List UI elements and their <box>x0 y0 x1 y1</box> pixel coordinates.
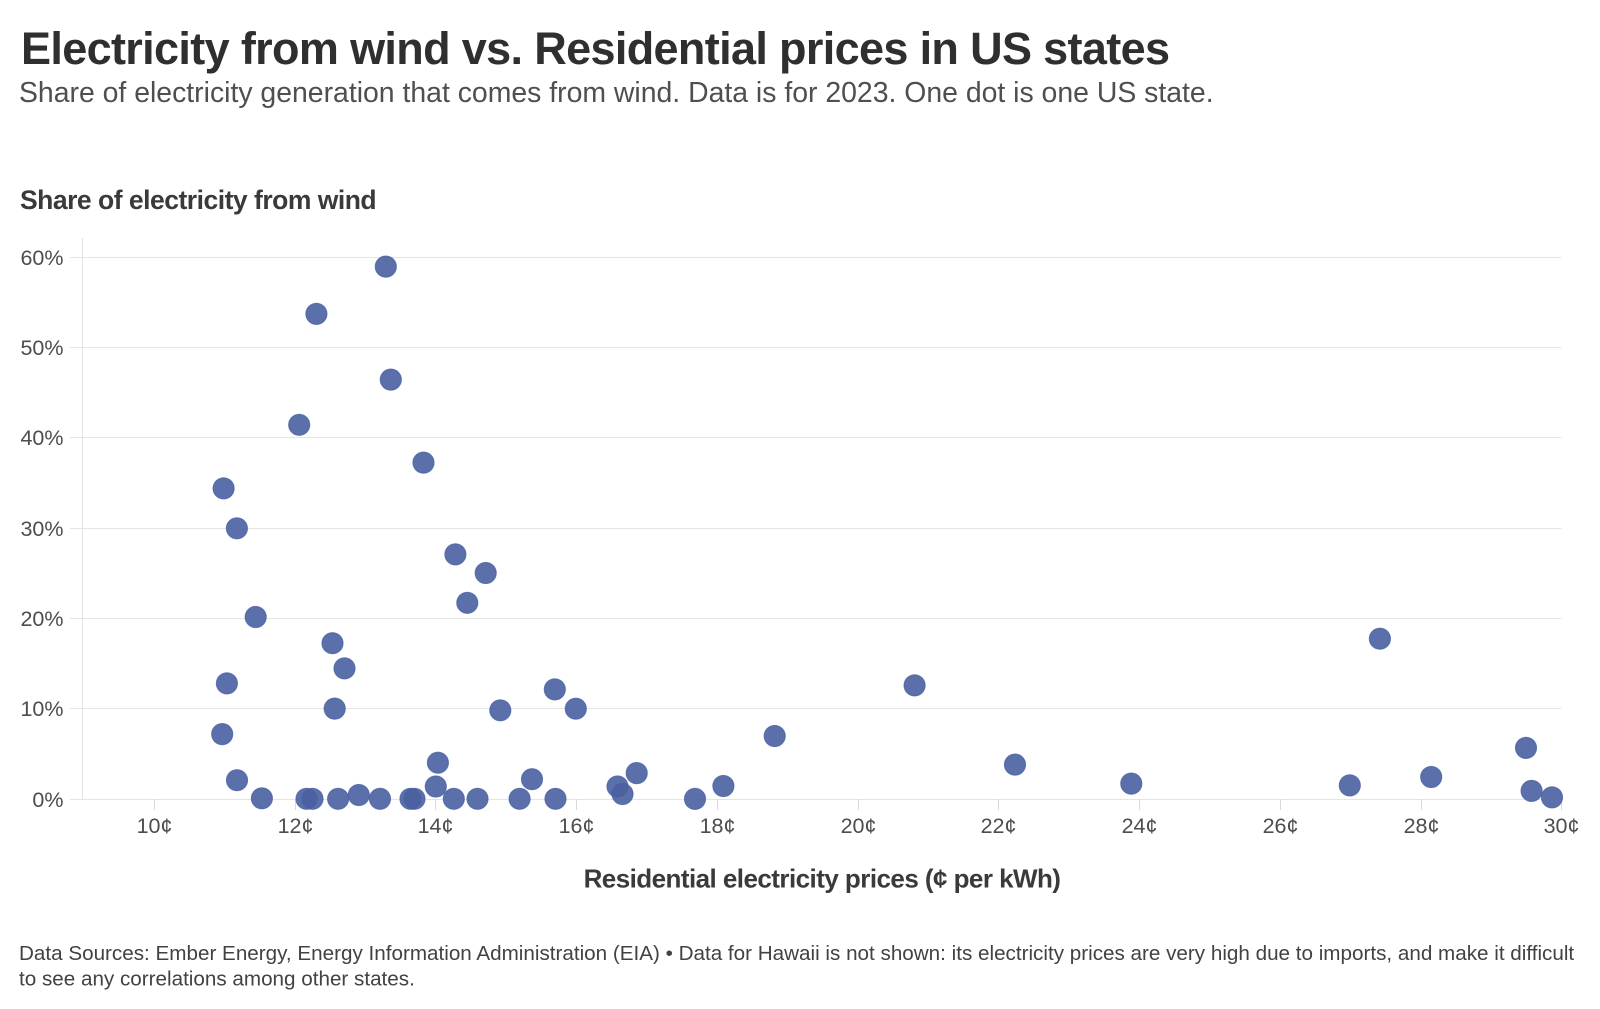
svg-text:60%: 60% <box>20 246 63 270</box>
svg-text:16¢: 16¢ <box>559 814 595 838</box>
svg-text:Electricity from wind vs. Resi: Electricity from wind vs. Residential pr… <box>21 23 1169 74</box>
svg-text:12¢: 12¢ <box>278 814 314 838</box>
svg-text:0%: 0% <box>32 788 63 812</box>
svg-text:30%: 30% <box>20 517 63 541</box>
svg-text:20%: 20% <box>20 607 63 631</box>
svg-text:18¢: 18¢ <box>700 814 736 838</box>
svg-text:Data Sources: Ember Energy, En: Data Sources: Ember Energy, Energy Infor… <box>19 942 1574 965</box>
svg-text:40%: 40% <box>20 426 63 450</box>
svg-text:22¢: 22¢ <box>981 814 1017 838</box>
svg-text:30¢: 30¢ <box>1544 814 1580 838</box>
svg-text:10%: 10% <box>20 697 63 721</box>
svg-text:Share of electricity from wind: Share of electricity from wind <box>20 185 376 215</box>
svg-text:Residential electricity prices: Residential electricity prices (¢ per kW… <box>584 864 1061 894</box>
svg-text:20¢: 20¢ <box>841 814 877 838</box>
svg-text:14¢: 14¢ <box>418 814 454 838</box>
svg-text:to see any correlations among: to see any correlations among other stat… <box>19 968 415 991</box>
svg-text:Share of electricity generatio: Share of electricity generation that com… <box>19 77 1214 109</box>
svg-text:28¢: 28¢ <box>1404 814 1440 838</box>
svg-text:26¢: 26¢ <box>1263 814 1299 838</box>
svg-text:24¢: 24¢ <box>1122 814 1158 838</box>
svg-text:50%: 50% <box>20 336 63 360</box>
svg-text:10¢: 10¢ <box>137 814 173 838</box>
